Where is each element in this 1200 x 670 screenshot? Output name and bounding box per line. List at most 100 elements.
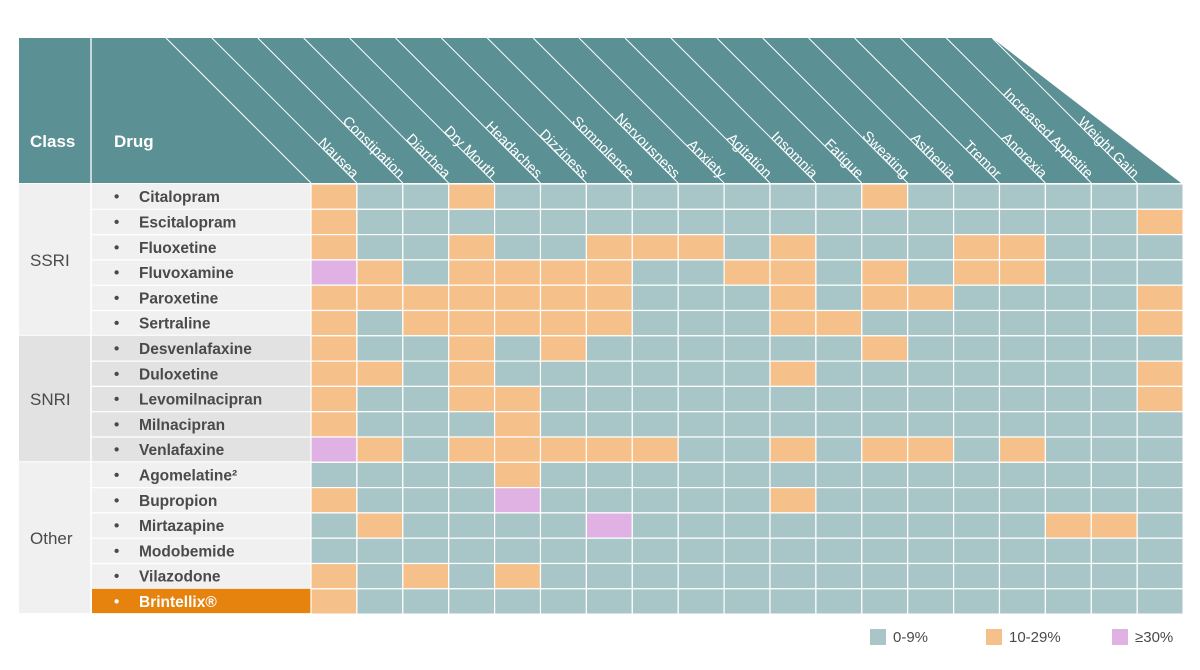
cell-fluoxetine-dry-mouth <box>448 234 496 261</box>
cell-milnacipran-diarrhea <box>402 411 450 438</box>
cell-brintellix-male-sexual-dysfunction <box>1136 588 1184 615</box>
cell-venlafaxine-dry-mouth <box>448 436 496 463</box>
cell-sertraline-fatigue <box>815 309 863 337</box>
class-label-other: Other <box>30 529 73 548</box>
cell-agomelatine-sweating <box>861 461 909 489</box>
cell-vilazodone-asthenia <box>907 562 955 590</box>
cell-agomelatine-nausea <box>310 461 358 489</box>
cell-milnacipran-tremor <box>952 411 1001 438</box>
cell-bupropion-sweating <box>861 487 909 514</box>
cell-milnacipran-nausea <box>310 411 358 438</box>
cell-citalopram-fatigue <box>815 183 863 210</box>
cell-venlafaxine-constipation <box>356 436 404 463</box>
cell-modobemide-somnolence <box>585 537 633 565</box>
cell-modobemide-agitation <box>723 537 771 565</box>
cell-venlafaxine-nervousness <box>631 436 679 463</box>
cell-agomelatine-nervousness <box>631 461 679 489</box>
cell-paroxetine-nausea <box>310 284 358 312</box>
cell-milnacipran-somnolence <box>585 411 633 438</box>
cell-escitalopram-sweating <box>861 208 909 236</box>
cell-levomilnacipran-dizziness <box>539 385 588 413</box>
cell-bupropion-nervousness <box>631 487 679 514</box>
cell-levomilnacipran-dry-mouth <box>448 385 496 413</box>
cell-paroxetine-insomnia <box>769 284 817 312</box>
cell-fluoxetine-anxiety <box>677 234 725 261</box>
header-diagonal-line <box>716 37 863 184</box>
cell-citalopram-weight-gain <box>1090 183 1138 210</box>
cell-venlafaxine-anxiety <box>677 436 725 463</box>
cell-citalopram-anxiety <box>677 183 725 210</box>
drug-bullet: • <box>114 315 119 332</box>
cell-modobemide-weight-gain <box>1090 537 1138 565</box>
cell-vilazodone-headaches <box>494 562 542 590</box>
cell-bupropion-somnolence <box>585 487 633 514</box>
cell-brintellix-weight-gain <box>1090 588 1138 615</box>
cell-agomelatine-male-sexual-dysfunction <box>1136 461 1184 489</box>
cell-vilazodone-diarrhea <box>402 562 450 590</box>
cell-vilazodone-dizziness <box>539 562 588 590</box>
cell-mirtazapine-increased-appetite <box>1044 512 1092 539</box>
cell-mirtazapine-asthenia <box>907 512 955 539</box>
cell-escitalopram-diarrhea <box>402 208 450 236</box>
cell-paroxetine-fatigue <box>815 284 863 312</box>
header-diagonal-line <box>486 37 633 184</box>
cell-agomelatine-dry-mouth <box>448 461 496 489</box>
cell-paroxetine-increased-appetite <box>1044 284 1092 312</box>
cell-venlafaxine-tremor <box>952 436 1001 463</box>
cell-sertraline-sweating <box>861 309 909 337</box>
cell-escitalopram-agitation <box>723 208 771 236</box>
cell-venlafaxine-asthenia <box>907 436 955 463</box>
cell-escitalopram-male-sexual-dysfunction <box>1136 208 1184 236</box>
drug-bullet: • <box>114 265 119 282</box>
drug-bullet: • <box>114 391 119 408</box>
cell-milnacipran-anxiety <box>677 411 725 438</box>
cell-duloxetine-asthenia <box>907 360 955 388</box>
cell-sertraline-nausea <box>310 309 358 337</box>
header-class-label: Class <box>30 132 75 151</box>
cell-fluoxetine-weight-gain <box>1090 234 1138 261</box>
cell-fluoxetine-male-sexual-dysfunction <box>1136 234 1184 261</box>
cell-brintellix-constipation <box>356 588 404 615</box>
cell-milnacipran-sweating <box>861 411 909 438</box>
drug-bullet: • <box>114 189 119 206</box>
cell-brintellix-somnolence <box>585 588 633 615</box>
cell-agomelatine-insomnia <box>769 461 817 489</box>
cell-vilazodone-agitation <box>723 562 771 590</box>
drug-bullet: • <box>114 442 119 459</box>
cell-citalopram-insomnia <box>769 183 817 210</box>
cell-bupropion-asthenia <box>907 487 955 514</box>
cell-sertraline-nervousness <box>631 309 679 337</box>
cell-brintellix-anxiety <box>677 588 725 615</box>
cell-fluvoxamine-sweating <box>861 259 909 286</box>
cell-sertraline-male-sexual-dysfunction <box>1136 309 1184 337</box>
cell-paroxetine-headaches <box>494 284 542 312</box>
cell-sertraline-dizziness <box>539 309 588 337</box>
cell-fluoxetine-nausea <box>310 234 358 261</box>
header-diagonal-line <box>349 37 495 184</box>
cell-fluvoxamine-agitation <box>723 259 771 286</box>
cell-fluvoxamine-anorexia <box>998 259 1047 286</box>
cell-fluoxetine-asthenia <box>907 234 955 261</box>
header-band <box>19 38 1181 183</box>
cell-duloxetine-somnolence <box>585 360 633 388</box>
header-diagonal-line <box>303 37 450 184</box>
cell-fluvoxamine-weight-gain <box>1090 259 1138 286</box>
cell-milnacipran-male-sexual-dysfunction <box>1136 411 1184 438</box>
cell-levomilnacipran-anorexia <box>998 385 1047 413</box>
header-diagonal-line <box>624 37 771 184</box>
cell-agomelatine-tremor <box>952 461 1001 489</box>
cell-citalopram-diarrhea <box>402 183 450 210</box>
cell-citalopram-asthenia <box>907 183 955 210</box>
cell-bupropion-anxiety <box>677 487 725 514</box>
header-diagonal-line <box>211 37 358 184</box>
cell-levomilnacipran-tremor <box>952 385 1001 413</box>
cell-mirtazapine-diarrhea <box>402 512 450 539</box>
cell-duloxetine-anorexia <box>998 360 1047 388</box>
legend-swatch-mid <box>986 629 1002 645</box>
cell-escitalopram-somnolence <box>585 208 633 236</box>
cell-bupropion-diarrhea <box>402 487 450 514</box>
cell-agomelatine-diarrhea <box>402 461 450 489</box>
cell-paroxetine-tremor <box>952 284 1001 312</box>
drug-label-desvenlafaxine: Desvenlafaxine <box>139 341 252 358</box>
cell-fluvoxamine-dry-mouth <box>448 259 496 286</box>
